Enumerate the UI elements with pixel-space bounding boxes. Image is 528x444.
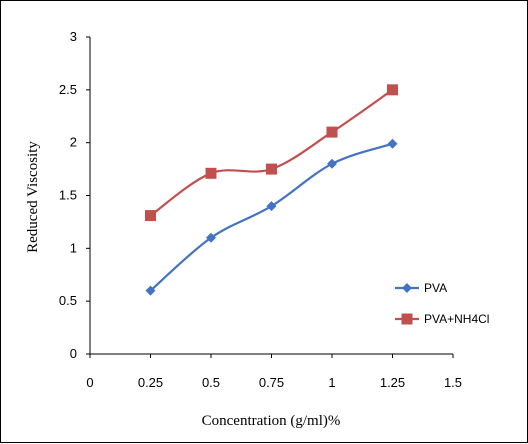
axes: 0 0.5 1 1.5 2 2.5 3 0 0.25 0.5 0.75 1 1.25 1.5 — [59, 29, 462, 390]
diamond-data-point — [206, 232, 216, 243]
legend-marker — [401, 313, 413, 325]
y-axis-ticks: 0 0.5 1 1.5 2 2.5 3 — [59, 29, 90, 361]
legend-entry-pva: PVA — [395, 281, 447, 295]
series-layer — [145, 84, 398, 296]
legend-marker — [402, 283, 412, 293]
x-tick-label: 0.75 — [259, 375, 284, 390]
y-tick-label: 2.5 — [59, 82, 77, 97]
x-axis-ticks: 0 0.25 0.5 0.75 1 1.25 1.5 — [86, 354, 462, 390]
square-data-point — [387, 84, 398, 96]
diamond-data-point — [327, 158, 337, 169]
y-tick-label: 1.5 — [59, 188, 77, 203]
series-pva — [145, 138, 398, 296]
y-tick-label: 0 — [70, 346, 77, 361]
legend: PVA PVA+NH4Cl — [395, 281, 489, 326]
x-tick-label: 0 — [86, 375, 93, 390]
y-tick-label: 3 — [70, 29, 77, 44]
x-tick-label: 1.5 — [444, 375, 462, 390]
diamond-data-point — [266, 201, 277, 212]
x-axis-title: Concentration (g/ml)% — [202, 413, 341, 429]
legend-label: PVA+NH4Cl — [424, 312, 489, 326]
legend-entry-pva-nh4cl: PVA+NH4Cl — [395, 312, 489, 326]
y-tick-label: 2 — [70, 135, 77, 150]
x-tick-label: 0.5 — [202, 375, 220, 390]
diamond-data-point — [145, 285, 156, 296]
y-tick-label: 0.5 — [59, 293, 77, 308]
square-data-point — [266, 163, 277, 175]
square-data-point — [205, 167, 217, 179]
x-tick-label: 0.25 — [138, 375, 163, 390]
y-axis-title: Reduced Viscosity — [25, 141, 41, 253]
x-tick-label: 1.25 — [380, 375, 405, 390]
legend-label: PVA — [424, 281, 447, 295]
square-data-point — [326, 126, 338, 138]
square-data-point — [145, 210, 156, 222]
series-pva-nh4cl — [145, 84, 398, 222]
x-tick-label: 1 — [328, 375, 335, 390]
y-tick-label: 1 — [70, 240, 77, 255]
diamond-data-point — [387, 138, 398, 149]
series-line — [149, 88, 394, 217]
